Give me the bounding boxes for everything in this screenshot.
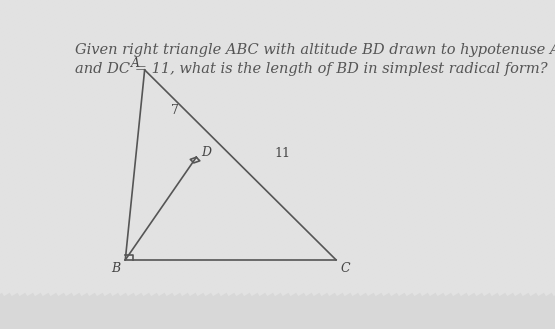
Text: B: B bbox=[111, 262, 120, 275]
Text: C: C bbox=[341, 262, 350, 275]
Text: 7: 7 bbox=[171, 104, 179, 117]
Text: A: A bbox=[130, 57, 140, 70]
Text: 11: 11 bbox=[274, 147, 290, 160]
Text: D: D bbox=[201, 146, 211, 159]
Text: Given right triangle ABC with altitude BD drawn to hypotenuse AC. If AD = 7
and : Given right triangle ABC with altitude B… bbox=[74, 43, 555, 76]
